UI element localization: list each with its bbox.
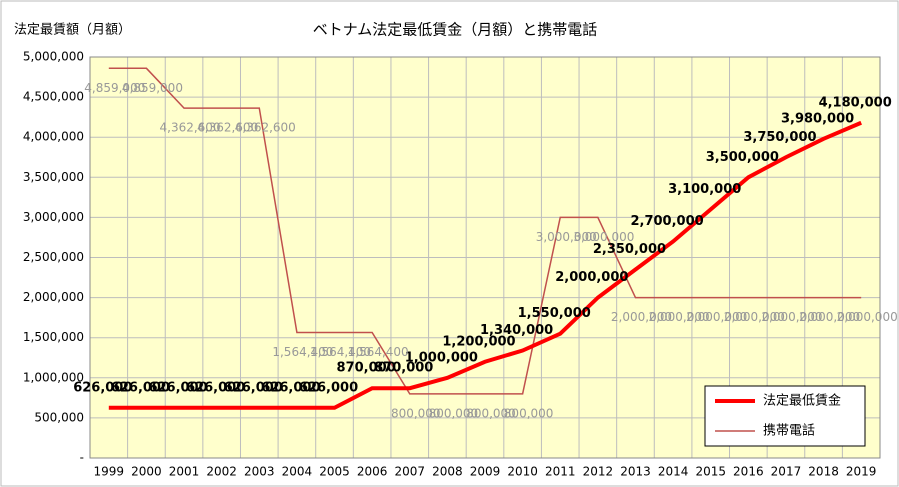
data-label: 3,500,000 bbox=[706, 150, 779, 165]
x-tick-label: 1999 bbox=[94, 465, 125, 479]
y-tick-label: 1,500,000 bbox=[23, 330, 84, 344]
data-label: 1,000,000 bbox=[405, 350, 478, 365]
series-line bbox=[108, 67, 862, 395]
data-label: 800,000 bbox=[429, 406, 479, 420]
data-label: 3,980,000 bbox=[781, 111, 854, 126]
data-label: 626,000 bbox=[224, 380, 283, 395]
data-label: 800,000 bbox=[466, 406, 516, 420]
data-label: 3,750,000 bbox=[743, 130, 816, 145]
x-tick-label: 2006 bbox=[357, 465, 388, 479]
data-label: 1,564,400 bbox=[348, 345, 409, 359]
data-label: 2,000,000 bbox=[761, 310, 822, 324]
x-tick-label: 2013 bbox=[620, 465, 651, 479]
data-label: 1,340,000 bbox=[480, 323, 553, 338]
x-tick-label: 2005 bbox=[319, 465, 350, 479]
y-tick-label: 500,000 bbox=[34, 410, 84, 424]
y-tick-label: 3,500,000 bbox=[23, 170, 84, 184]
x-tick-label: 2017 bbox=[771, 465, 802, 479]
data-label: 1,200,000 bbox=[442, 334, 515, 349]
x-tick-label: 2010 bbox=[507, 465, 538, 479]
x-tick-label: 2014 bbox=[658, 465, 689, 479]
legend-box bbox=[704, 385, 866, 447]
data-label: 4,180,000 bbox=[819, 95, 892, 110]
x-tick-label: 2003 bbox=[244, 465, 275, 479]
x-tick-label: 2000 bbox=[131, 465, 162, 479]
x-tick-label: 2004 bbox=[282, 465, 313, 479]
x-tick-label: 2019 bbox=[846, 465, 877, 479]
data-label: 3,100,000 bbox=[668, 182, 741, 197]
x-tick-label: 2011 bbox=[545, 465, 576, 479]
y-tick-label: 2,000,000 bbox=[23, 290, 84, 304]
y-axis-label: 法定最賃額（月額） bbox=[14, 23, 131, 38]
y-tick-label: 1,000,000 bbox=[23, 370, 84, 384]
data-label: 3,000,000 bbox=[536, 230, 597, 244]
chart-title: ベトナム法定最低賃金（月額）と携帯電話 bbox=[313, 21, 598, 39]
data-label: 626,000 bbox=[186, 380, 245, 395]
data-label: 2,000,000 bbox=[611, 310, 672, 324]
legend-label: 携帯電話 bbox=[763, 423, 815, 439]
x-tick-label: 2015 bbox=[695, 465, 726, 479]
y-tick-label: 4,500,000 bbox=[23, 90, 84, 104]
data-label: 2,000,000 bbox=[555, 270, 628, 285]
data-label: 4,859,000 bbox=[122, 81, 183, 95]
data-label: 626,000 bbox=[73, 380, 132, 395]
x-tick-label: 2012 bbox=[583, 465, 614, 479]
y-tick-label: 3,000,000 bbox=[23, 210, 84, 224]
data-label: 870,000 bbox=[374, 361, 433, 376]
data-label: 4,362,600 bbox=[235, 121, 296, 135]
data-label: 2,000,000 bbox=[649, 310, 710, 324]
data-label: 2,000,000 bbox=[837, 310, 898, 324]
data-label: 4,362,600 bbox=[160, 121, 221, 135]
data-label: 2,000,000 bbox=[799, 310, 860, 324]
data-label: 800,000 bbox=[391, 406, 441, 420]
data-label: 626,000 bbox=[111, 380, 170, 395]
data-label: 2,350,000 bbox=[593, 242, 666, 257]
legend-label: 法定最低賃金 bbox=[763, 393, 841, 409]
x-tick-label: 2016 bbox=[733, 465, 764, 479]
y-tick-label: 2,500,000 bbox=[23, 250, 84, 264]
y-tick-label: 4,000,000 bbox=[23, 130, 84, 144]
x-tick-label: 2001 bbox=[169, 465, 200, 479]
data-label: 1,564,400 bbox=[272, 345, 333, 359]
data-label: 1,550,000 bbox=[518, 306, 591, 321]
data-label: 2,000,000 bbox=[724, 310, 785, 324]
data-label: 626,000 bbox=[148, 380, 207, 395]
data-label: 870,000 bbox=[337, 361, 396, 376]
data-label: 800,000 bbox=[504, 406, 554, 420]
data-label: 2,700,000 bbox=[630, 214, 703, 229]
data-label: 626,000 bbox=[261, 380, 320, 395]
series-line bbox=[108, 120, 862, 410]
x-tick-label: 2008 bbox=[432, 465, 463, 479]
x-tick-label: 2018 bbox=[808, 465, 839, 479]
data-label: 4,859,000 bbox=[84, 81, 145, 95]
data-label: 1,564,400 bbox=[310, 345, 371, 359]
y-tick-label: 5,000,000 bbox=[23, 50, 84, 64]
data-label: 2,000,000 bbox=[686, 310, 747, 324]
data-label: 3,000,000 bbox=[573, 230, 634, 244]
x-tick-label: 2002 bbox=[206, 465, 237, 479]
x-tick-label: 2007 bbox=[394, 465, 425, 479]
data-label: 626,000 bbox=[299, 380, 358, 395]
x-tick-label: 2009 bbox=[470, 465, 501, 479]
data-label: 4,362,600 bbox=[197, 121, 258, 135]
y-tick-label: - bbox=[80, 451, 84, 465]
plot-border bbox=[89, 56, 881, 459]
